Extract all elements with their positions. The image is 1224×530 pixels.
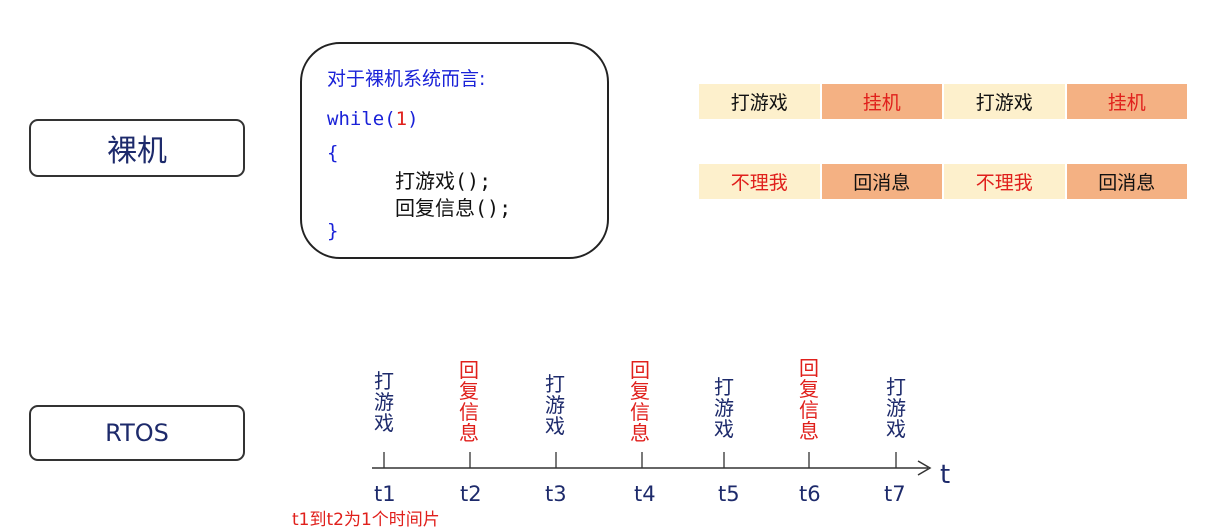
- task-char: 回: [630, 358, 650, 382]
- code-card: 对于裸机系统而言: while(1) { 打游戏(); 回复信息(); }: [300, 42, 609, 259]
- rtos-label: RTOS: [29, 405, 245, 461]
- task-char: 戏: [886, 417, 906, 441]
- task-char: 复: [459, 379, 479, 403]
- time-slice-note: t1到t2为1个时间片: [292, 510, 440, 530]
- tick-label-t4: t4: [634, 482, 656, 506]
- segment-ignore: 不理我: [699, 164, 820, 199]
- code-call-reply-message: 回复信息();: [395, 192, 511, 221]
- code-close-brace: }: [327, 220, 339, 242]
- task-char: 息: [630, 421, 650, 445]
- task-char: 游: [545, 393, 565, 417]
- task-text: 打游戏: [543, 374, 567, 437]
- task-char: 息: [459, 421, 479, 445]
- task-char: 回: [799, 356, 819, 380]
- call-name: 回复信息: [395, 196, 475, 220]
- segment-idle: 挂机: [821, 84, 942, 119]
- time-axis-label: t: [940, 460, 951, 490]
- code-open-brace: {: [327, 142, 339, 164]
- task-text: 回复信息: [797, 358, 821, 442]
- task-text: 打游戏: [712, 377, 736, 440]
- task-char: 打: [545, 372, 565, 396]
- call-name: 打游戏: [395, 169, 455, 193]
- tick-marks: [383, 452, 897, 468]
- task-char: 信: [799, 398, 819, 422]
- task-char: 回: [459, 358, 479, 382]
- segment-play-game: 打游戏: [699, 84, 820, 119]
- task-label-reply-message: 回复信息: [797, 358, 821, 442]
- while-keyword: while(: [327, 108, 396, 130]
- tick-label-t5: t5: [718, 482, 740, 506]
- segment-ignore: 不理我: [944, 164, 1065, 199]
- tick-label-t6: t6: [799, 482, 821, 506]
- task-char: 游: [886, 396, 906, 420]
- segment-idle: 挂机: [1066, 84, 1187, 119]
- task-label-reply-message: 回复信息: [457, 360, 481, 444]
- task-label-play-game: 打游戏: [372, 371, 396, 434]
- tick-label-t7: t7: [884, 482, 906, 506]
- task-char: 信: [459, 400, 479, 424]
- tick-label-t3: t3: [545, 482, 567, 506]
- task-text: 回复信息: [628, 360, 652, 444]
- sequence-row-messages: 不理我 回消息 不理我 回消息: [699, 164, 1187, 199]
- tick-label-t2: t2: [460, 482, 482, 506]
- task-char: 游: [714, 396, 734, 420]
- bare-metal-label: 裸机: [29, 119, 245, 177]
- call-suffix: ();: [455, 169, 492, 193]
- segment-reply: 回消息: [821, 164, 942, 199]
- task-char: 打: [886, 375, 906, 399]
- task-char: 游: [374, 390, 394, 414]
- task-char: 戏: [714, 417, 734, 441]
- code-call-play-game: 打游戏();: [395, 165, 491, 194]
- code-heading: 对于裸机系统而言:: [327, 68, 486, 90]
- task-text: 回复信息: [457, 360, 481, 444]
- task-char: 戏: [545, 414, 565, 438]
- code-while-line: while(1): [327, 108, 419, 130]
- segment-reply: 回消息: [1066, 164, 1187, 199]
- task-char: 息: [799, 419, 819, 443]
- task-label-reply-message: 回复信息: [628, 360, 652, 444]
- task-text: 打游戏: [372, 371, 396, 434]
- task-char: 复: [799, 377, 819, 401]
- while-condition: 1: [395, 108, 408, 130]
- tick-label-t1: t1: [374, 482, 396, 506]
- segment-play-game: 打游戏: [944, 84, 1065, 119]
- task-char: 复: [630, 379, 650, 403]
- task-text: 打游戏: [884, 377, 908, 440]
- while-close-paren: ): [407, 108, 419, 130]
- task-label-play-game: 打游戏: [884, 377, 908, 440]
- task-label-play-game: 打游戏: [712, 377, 736, 440]
- timeline-arrow-head: [917, 460, 932, 476]
- task-label-play-game: 打游戏: [543, 374, 567, 437]
- task-char: 打: [374, 369, 394, 393]
- task-char: 信: [630, 400, 650, 424]
- call-suffix: ();: [475, 196, 512, 220]
- task-char: 戏: [374, 411, 394, 435]
- task-char: 打: [714, 375, 734, 399]
- sequence-row-activity: 打游戏 挂机 打游戏 挂机: [699, 84, 1187, 119]
